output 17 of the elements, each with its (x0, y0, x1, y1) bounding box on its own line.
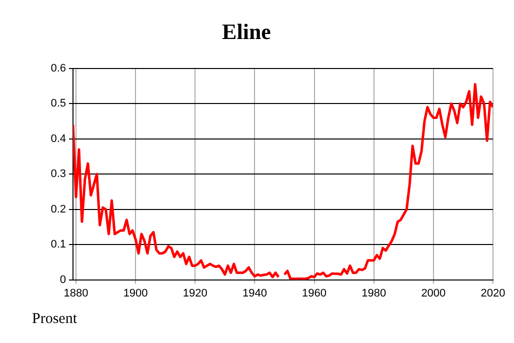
y-tick-label: 0.1 (50, 238, 66, 251)
y-tick-label: 0.2 (50, 203, 66, 216)
x-tick-label: 1900 (123, 287, 148, 300)
y-axis-title: Prosent (32, 310, 78, 327)
x-tick-label: 1940 (242, 287, 267, 300)
x-tick-label: 1960 (302, 287, 327, 300)
x-tick-label: 1880 (64, 287, 88, 300)
y-tick-label: 0.3 (50, 168, 66, 180)
y-tick-label: 0 (60, 274, 66, 286)
x-tick-label: 1920 (182, 287, 208, 300)
y-tick-label: 0.4 (50, 132, 66, 145)
x-tick-label: 2000 (421, 287, 446, 300)
y-tick-label: 0.6 (50, 62, 66, 74)
x-tick-label: 2020 (480, 287, 506, 300)
chart-title: Eline (222, 18, 272, 44)
x-tick-label: 1980 (362, 287, 386, 300)
y-tick-label: 0.5 (50, 98, 66, 110)
